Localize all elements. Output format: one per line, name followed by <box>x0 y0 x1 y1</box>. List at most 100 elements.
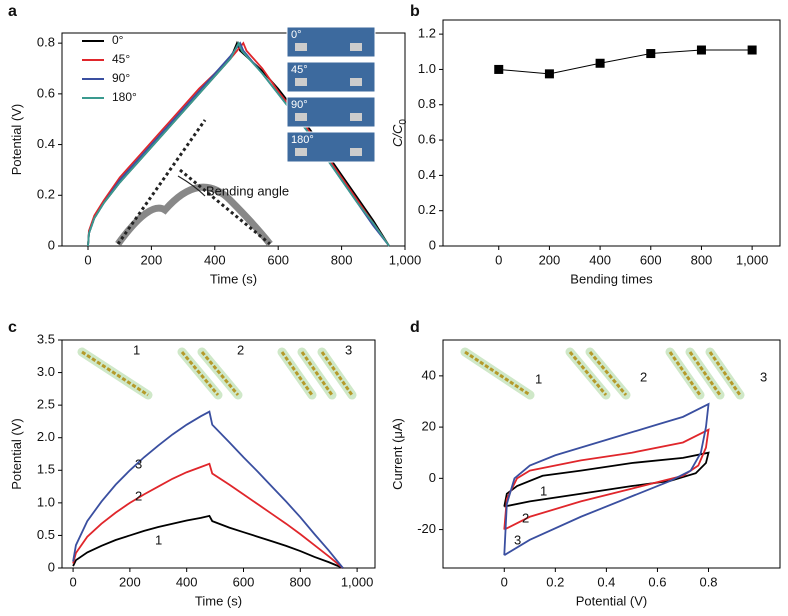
y-tick-label: 0 <box>48 559 55 574</box>
fiber <box>688 351 722 396</box>
y-tick-label: 0.8 <box>418 96 436 111</box>
inset-photo <box>286 131 376 163</box>
x-tick-label: 400 <box>589 252 611 267</box>
x-tick-label: 0.2 <box>546 574 564 589</box>
x-axis-label: Time (s) <box>210 271 257 286</box>
y-tick-label: 2.0 <box>37 429 55 444</box>
fiber <box>280 351 314 396</box>
marker <box>544 69 554 79</box>
fiber <box>464 350 531 397</box>
series-line <box>498 49 753 75</box>
x-tick-label: 800 <box>691 252 713 267</box>
x-axis-label: Time (s) <box>195 593 242 608</box>
legend-label: 0° <box>112 33 124 47</box>
x-axis-label: Potential (V) <box>576 593 648 608</box>
x-tick-label: 600 <box>267 252 289 267</box>
fiber <box>568 351 608 396</box>
y-axis-label-main: Potential (V) <box>9 418 24 490</box>
marker <box>747 45 757 55</box>
bend-arc <box>177 175 206 197</box>
fiber <box>200 351 240 396</box>
y-tick-label: 0 <box>48 237 55 252</box>
y-axis-label-sub: 0 <box>398 119 409 125</box>
inset-label: 180° <box>291 134 314 146</box>
panel-label: a <box>8 3 17 20</box>
y-tick-label: 0.4 <box>418 167 436 182</box>
fiber <box>588 351 628 396</box>
inset-label: 3 <box>760 369 767 384</box>
x-tick-label: 200 <box>539 252 561 267</box>
inset-photo <box>286 96 376 128</box>
series-line <box>87 41 390 247</box>
inset-photo <box>286 61 376 93</box>
marker <box>494 64 504 74</box>
curve-label: 2 <box>522 510 529 525</box>
inset-photo <box>286 26 376 58</box>
inset-clip <box>350 113 362 121</box>
x-tick-label: 1,000 <box>389 252 422 267</box>
x-tick-label: 800 <box>289 574 311 589</box>
fiber <box>180 351 220 396</box>
x-tick-label: 200 <box>119 574 141 589</box>
y-tick-label: 3.5 <box>37 331 55 346</box>
inset-clip <box>295 148 307 156</box>
y-tick-label: 3.0 <box>37 364 55 379</box>
y-tick-label: 40 <box>422 367 436 382</box>
inset-label: 2 <box>640 369 647 384</box>
fiber <box>81 350 149 397</box>
bend-dots <box>116 119 207 245</box>
curve-label: 3 <box>514 532 521 547</box>
y-tick-label: 0.8 <box>37 35 55 50</box>
inset-clip <box>295 78 307 86</box>
legend-label: 180° <box>112 90 137 104</box>
series-line <box>503 451 710 508</box>
y-tick-label: 1.0 <box>37 494 55 509</box>
x-tick-label: 800 <box>331 252 353 267</box>
panel-label: d <box>410 319 420 336</box>
y-axis-label: Potential (V) <box>9 418 24 490</box>
x-tick-label: 1,000 <box>341 574 374 589</box>
legend-label: 90° <box>112 71 130 85</box>
panel-label: b <box>410 3 420 20</box>
curve-label: 3 <box>135 456 142 471</box>
inset-label: 1 <box>535 371 542 386</box>
inset-label: 2 <box>237 342 244 357</box>
inset-clip <box>350 43 362 51</box>
y-tick-label: 0.6 <box>418 132 436 147</box>
fiber <box>300 351 334 396</box>
y-tick-label: 20 <box>422 419 436 434</box>
x-tick-label: 0.4 <box>597 574 615 589</box>
marker <box>646 49 656 59</box>
x-tick-label: 400 <box>204 252 226 267</box>
y-axis-label-main: Current (μA) <box>390 418 405 490</box>
inset-clip <box>295 43 307 51</box>
y-tick-label: 0 <box>429 237 436 252</box>
marker <box>696 45 706 55</box>
y-axis-label-main: Potential (V) <box>9 104 24 176</box>
inset-label: 3 <box>345 342 352 357</box>
x-tick-label: 0 <box>501 574 508 589</box>
y-axis-label-main: C/C <box>390 124 405 147</box>
curve-label: 2 <box>135 488 142 503</box>
x-tick-label: 0 <box>84 252 91 267</box>
inset-clip <box>350 148 362 156</box>
plot-frame <box>442 339 781 569</box>
x-axis-label: Bending times <box>570 271 653 286</box>
y-tick-label: 1.5 <box>37 462 55 477</box>
x-tick-label: 0.8 <box>699 574 717 589</box>
y-tick-label: 0.6 <box>37 85 55 100</box>
bend-dots <box>179 168 271 246</box>
y-tick-label: 2.5 <box>37 397 55 412</box>
plot-frame <box>442 19 781 247</box>
inset-clip <box>295 113 307 121</box>
inset-label: 90° <box>291 99 308 111</box>
x-tick-label: 600 <box>233 574 255 589</box>
y-tick-label: 0.5 <box>37 527 55 542</box>
inset-label: 45° <box>291 64 308 76</box>
annotation: Bending angle <box>206 183 289 198</box>
x-tick-label: 200 <box>141 252 163 267</box>
y-tick-label: 0.2 <box>418 202 436 217</box>
plot-frame <box>61 32 406 247</box>
y-axis-label: Potential (V) <box>9 104 24 176</box>
